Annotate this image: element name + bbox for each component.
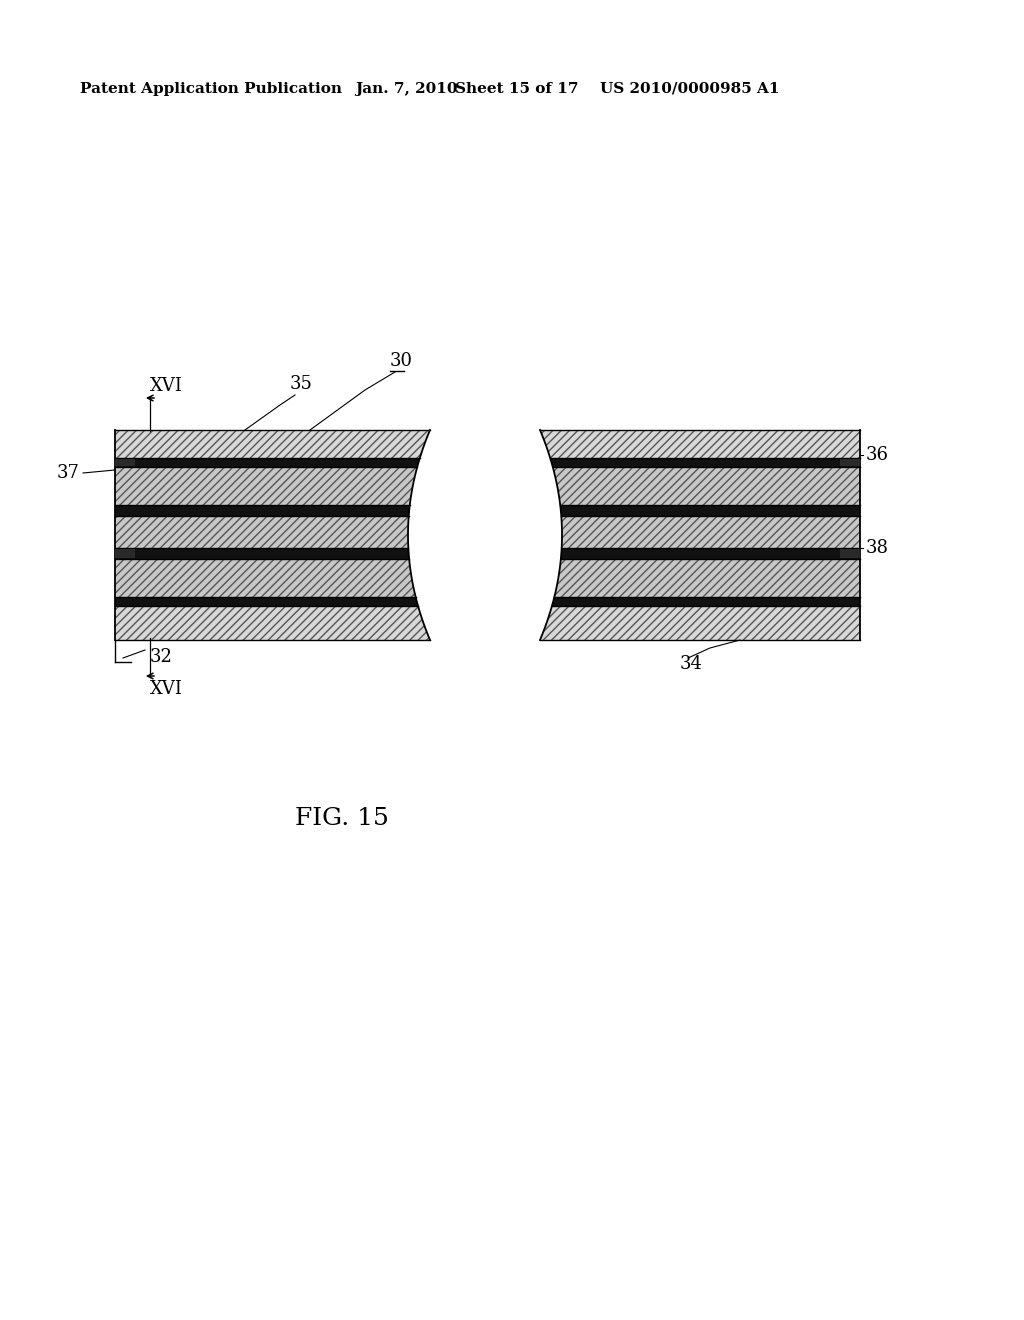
Bar: [115, 459, 135, 466]
Polygon shape: [561, 516, 860, 548]
Text: XVI: XVI: [150, 680, 183, 698]
Text: Patent Application Publication: Patent Application Publication: [80, 82, 342, 96]
Text: 30: 30: [390, 352, 413, 370]
Polygon shape: [553, 467, 860, 506]
Text: 34: 34: [680, 655, 702, 673]
Polygon shape: [115, 458, 420, 467]
Text: FIG. 15: FIG. 15: [295, 807, 389, 830]
Text: 36: 36: [866, 446, 889, 465]
Text: Sheet 15 of 17: Sheet 15 of 17: [455, 82, 579, 96]
Polygon shape: [115, 506, 410, 516]
Polygon shape: [115, 606, 430, 640]
Bar: [840, 459, 860, 466]
Polygon shape: [552, 597, 860, 606]
Polygon shape: [540, 430, 860, 458]
Text: 38: 38: [866, 539, 889, 557]
Polygon shape: [554, 558, 860, 597]
Polygon shape: [115, 548, 410, 558]
Polygon shape: [540, 606, 860, 640]
Polygon shape: [560, 506, 860, 516]
Polygon shape: [115, 430, 430, 458]
Polygon shape: [115, 467, 417, 506]
Text: 37: 37: [57, 465, 80, 482]
Polygon shape: [115, 597, 418, 606]
Bar: [840, 549, 860, 558]
Text: 35: 35: [290, 375, 313, 393]
Polygon shape: [561, 548, 860, 558]
Text: Jan. 7, 2010: Jan. 7, 2010: [355, 82, 458, 96]
Text: US 2010/0000985 A1: US 2010/0000985 A1: [600, 82, 779, 96]
Polygon shape: [550, 458, 860, 467]
Bar: [115, 549, 135, 558]
Text: XVI: XVI: [150, 378, 183, 395]
Text: 32: 32: [150, 648, 173, 667]
Polygon shape: [115, 516, 409, 548]
Polygon shape: [115, 558, 416, 597]
